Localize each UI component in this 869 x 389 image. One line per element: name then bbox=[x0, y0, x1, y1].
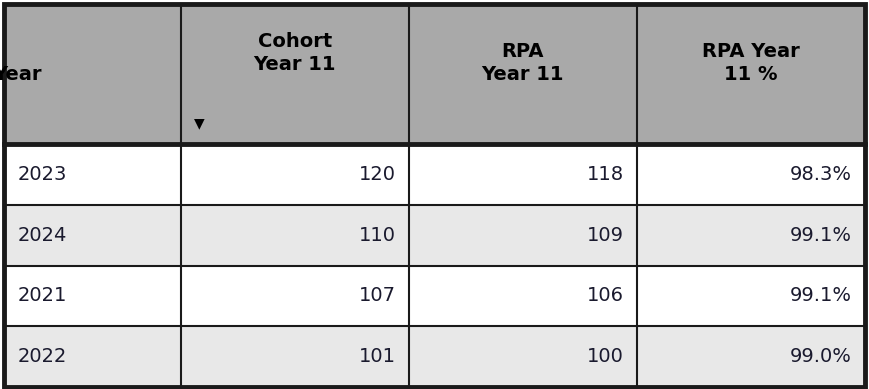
Text: 2022: 2022 bbox=[17, 347, 67, 366]
Bar bbox=[408, 144, 637, 205]
Text: Cohort
Year 11: Cohort Year 11 bbox=[254, 32, 336, 74]
Text: 100: 100 bbox=[587, 347, 624, 366]
Text: 109: 109 bbox=[587, 226, 624, 245]
Text: 99.1%: 99.1% bbox=[790, 286, 852, 305]
Text: 2024: 2024 bbox=[17, 226, 67, 245]
Text: 107: 107 bbox=[359, 286, 395, 305]
Text: 2023: 2023 bbox=[17, 165, 67, 184]
Text: 110: 110 bbox=[359, 226, 395, 245]
Text: 101: 101 bbox=[359, 347, 395, 366]
Text: RPA Year
11 %: RPA Year 11 % bbox=[702, 42, 799, 84]
Bar bbox=[181, 144, 408, 205]
Text: 98.3%: 98.3% bbox=[790, 165, 852, 184]
Bar bbox=[637, 266, 865, 326]
Text: 106: 106 bbox=[587, 286, 624, 305]
Text: 99.0%: 99.0% bbox=[790, 347, 852, 366]
Text: 120: 120 bbox=[359, 165, 395, 184]
Text: 2021: 2021 bbox=[17, 286, 67, 305]
Text: 118: 118 bbox=[587, 165, 624, 184]
Text: Year: Year bbox=[0, 65, 42, 84]
Bar bbox=[408, 266, 637, 326]
Bar bbox=[408, 326, 637, 387]
Bar bbox=[181, 266, 408, 326]
Bar bbox=[637, 4, 865, 144]
Text: ▼: ▼ bbox=[194, 116, 204, 130]
Bar bbox=[181, 4, 408, 144]
Text: RPA
Year 11: RPA Year 11 bbox=[481, 42, 564, 84]
Bar bbox=[637, 326, 865, 387]
Bar bbox=[4, 326, 181, 387]
Bar bbox=[181, 205, 408, 266]
Bar bbox=[408, 205, 637, 266]
Bar bbox=[4, 205, 181, 266]
Bar bbox=[4, 4, 181, 144]
Bar bbox=[408, 4, 637, 144]
Text: 99.1%: 99.1% bbox=[790, 226, 852, 245]
Bar bbox=[181, 326, 408, 387]
Bar bbox=[637, 144, 865, 205]
Bar bbox=[4, 266, 181, 326]
Bar bbox=[4, 144, 181, 205]
Bar bbox=[637, 205, 865, 266]
